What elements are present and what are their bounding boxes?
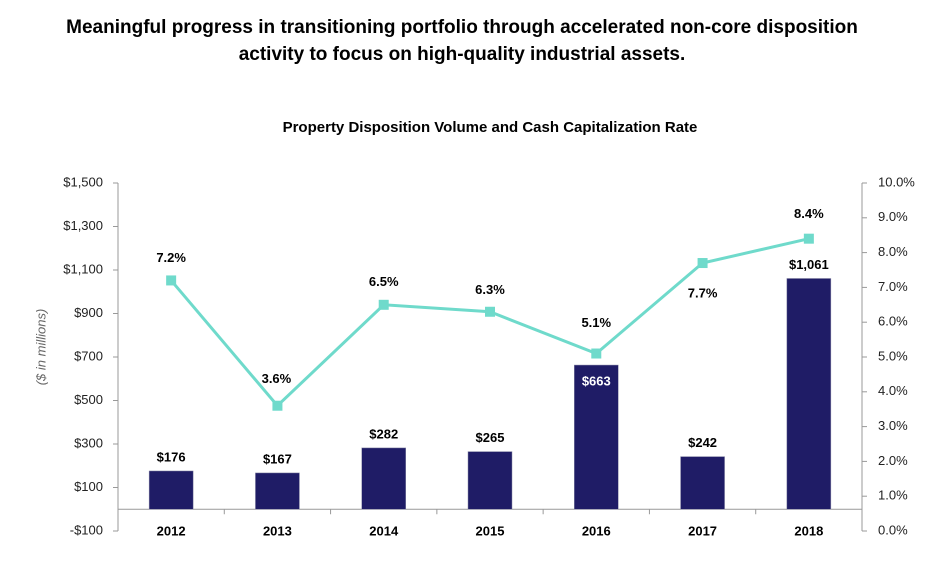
y2-tick-label: 4.0%	[878, 383, 908, 398]
y2-tick-label: 2.0%	[878, 453, 908, 468]
y-axis-label: ($ in millions)	[33, 309, 48, 386]
line-marker	[697, 258, 708, 269]
chart-subtitle: Property Disposition Volume and Cash Cap…	[283, 119, 698, 136]
line-marker	[272, 400, 283, 411]
y-tick-label: $300	[74, 435, 103, 450]
y-tick-label: $100	[74, 479, 103, 494]
bar-value-label: $282	[369, 426, 398, 441]
y2-tick-label: 9.0%	[878, 209, 908, 224]
chart-title: Meaningful progress in transitioning por…	[66, 17, 858, 38]
bar-value-label: $242	[688, 435, 717, 450]
y-tick-label: $700	[74, 348, 103, 363]
bar	[574, 364, 619, 510]
bar-value-label: $167	[263, 451, 292, 466]
line-value-label: 7.2%	[156, 250, 186, 265]
y-tick-label: $1,500	[63, 174, 103, 189]
x-tick-label: 2014	[369, 523, 399, 538]
x-tick-label: 2013	[263, 523, 292, 538]
line-value-label: 8.4%	[794, 206, 824, 221]
bar	[786, 278, 832, 510]
line-marker	[591, 348, 602, 359]
x-tick-label: 2015	[476, 523, 505, 538]
bar-value-label: $1,061	[789, 257, 829, 272]
bar	[467, 451, 513, 510]
bar-value-label: $265	[476, 430, 505, 445]
bar	[148, 470, 194, 510]
chart-title: activity to focus on high-quality indust…	[239, 44, 686, 65]
line-value-label: 7.7%	[688, 285, 718, 300]
line-value-label: 3.6%	[262, 371, 292, 386]
bar	[361, 447, 406, 510]
y-tick-label: $1,100	[63, 261, 103, 276]
x-tick-label: 2018	[794, 523, 823, 538]
y-tick-label: $500	[74, 392, 103, 407]
line-value-label: 6.5%	[369, 274, 399, 289]
y2-tick-label: 5.0%	[878, 348, 908, 363]
y-tick-label: -$100	[70, 522, 103, 537]
line-marker	[803, 233, 814, 244]
y2-tick-label: 7.0%	[878, 279, 908, 294]
y2-tick-label: 1.0%	[878, 488, 908, 503]
x-tick-label: 2016	[582, 523, 611, 538]
x-tick-label: 2017	[688, 523, 717, 538]
line-marker	[378, 299, 389, 310]
line-marker	[485, 306, 495, 317]
line-value-label: 5.1%	[581, 315, 611, 330]
bar	[680, 456, 725, 510]
x-tick-label: 2012	[157, 523, 186, 538]
line-marker	[166, 275, 177, 286]
y2-tick-label: 10.0%	[878, 174, 915, 189]
y2-tick-label: 3.0%	[878, 418, 908, 433]
y2-tick-label: 6.0%	[878, 314, 908, 329]
y2-tick-label: 8.0%	[878, 244, 908, 259]
bar	[255, 472, 300, 510]
y-tick-label: $900	[74, 305, 103, 320]
y2-tick-label: 0.0%	[878, 522, 908, 537]
y-tick-label: $1,300	[63, 218, 103, 233]
line-value-label: 6.3%	[475, 282, 505, 297]
bar-value-label: $663	[582, 373, 611, 388]
bar-value-label: $176	[157, 449, 186, 464]
